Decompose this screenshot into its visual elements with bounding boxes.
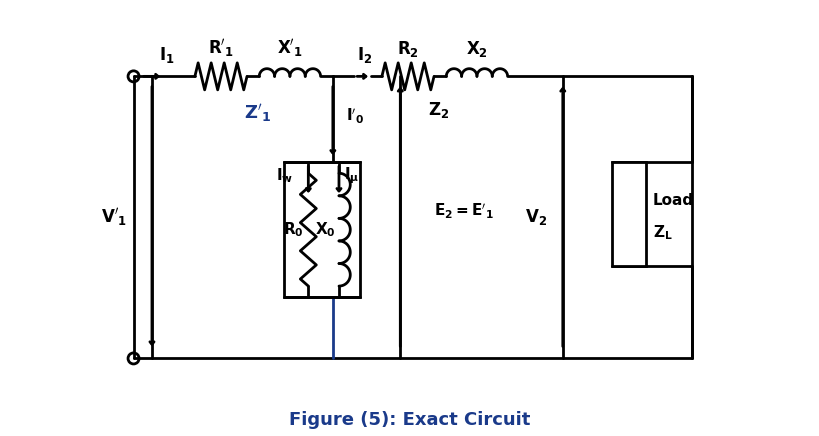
- Text: $\mathbf{V'_1}$: $\mathbf{V'_1}$: [102, 206, 128, 228]
- Text: $\mathbf{Z_2}$: $\mathbf{Z_2}$: [428, 100, 450, 119]
- Text: $\mathbf{I'_0}$: $\mathbf{I'_0}$: [346, 106, 364, 126]
- Text: $\mathbf{X'_1}$: $\mathbf{X'_1}$: [277, 37, 303, 59]
- Text: $\mathbf{R_2}$: $\mathbf{R_2}$: [397, 39, 419, 59]
- Text: $\mathbf{E_2 = E'_1}$: $\mathbf{E_2 = E'_1}$: [434, 201, 494, 221]
- Bar: [612, 162, 645, 266]
- Text: $\mathbf{I_2}$: $\mathbf{I_2}$: [357, 45, 373, 65]
- Text: $\mathbf{I_\mu}$: $\mathbf{I_\mu}$: [344, 165, 360, 186]
- Text: Figure (5): Exact Circuit: Figure (5): Exact Circuit: [289, 411, 530, 429]
- Text: $\mathbf{I_w}$: $\mathbf{I_w}$: [276, 167, 293, 185]
- Text: $\mathbf{V_2}$: $\mathbf{V_2}$: [526, 208, 547, 228]
- Text: $\mathbf{I_1}$: $\mathbf{I_1}$: [160, 45, 175, 65]
- Text: Load: Load: [653, 193, 694, 208]
- Text: $\mathbf{X_2}$: $\mathbf{X_2}$: [466, 39, 488, 59]
- Text: $\mathbf{Z'_1}$: $\mathbf{Z'_1}$: [244, 102, 271, 124]
- Text: $\mathbf{R_0}$: $\mathbf{R_0}$: [283, 220, 303, 239]
- Text: $\mathbf{R'_1}$: $\mathbf{R'_1}$: [208, 37, 234, 59]
- Bar: [284, 162, 360, 297]
- Text: $\mathbf{X_0}$: $\mathbf{X_0}$: [315, 220, 336, 239]
- Text: $\mathbf{Z_L}$: $\mathbf{Z_L}$: [653, 223, 672, 242]
